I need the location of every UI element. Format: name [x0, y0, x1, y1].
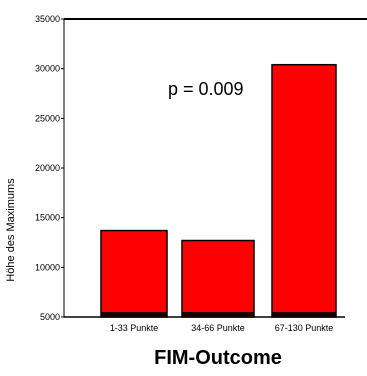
y-tick-label: 35000 — [35, 14, 60, 24]
y-tick-label: 5000 — [40, 312, 60, 322]
x-axis-label: FIM-Outcome — [154, 347, 282, 369]
y-axis-ticks: 5000 10000 15000 20000 25000 30000 35000 — [35, 14, 64, 322]
bar-base — [101, 312, 167, 317]
bars-group — [100, 63, 337, 318]
p-value-annotation: p = 0.009 — [168, 79, 244, 99]
y-tick-label: 25000 — [35, 113, 60, 123]
y-tick-label: 30000 — [35, 64, 60, 74]
bar — [181, 239, 255, 318]
bar — [271, 63, 337, 318]
x-tick-label: 1-33 Punkte — [110, 323, 159, 333]
bar-base — [182, 312, 254, 317]
y-tick-label: 15000 — [35, 213, 60, 223]
y-tick-label: 10000 — [35, 262, 60, 272]
x-tick-label: 34-66 Punkte — [191, 323, 245, 333]
x-axis-tick-labels: 1-33 Punkte 34-66 Punkte 67-130 Punkte — [110, 323, 334, 333]
y-tick-label: 20000 — [35, 163, 60, 173]
bar-base — [272, 312, 336, 317]
y-axis-label: Höhe des Maximums — [5, 178, 17, 282]
bar — [100, 229, 168, 318]
x-tick-label: 67-130 Punkte — [275, 323, 334, 333]
